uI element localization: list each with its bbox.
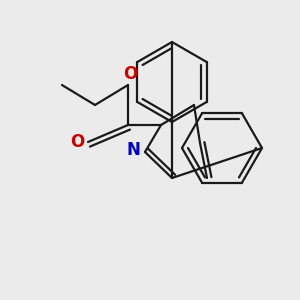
Text: O: O — [123, 65, 137, 83]
Text: N: N — [126, 141, 140, 159]
Text: O: O — [70, 133, 84, 151]
